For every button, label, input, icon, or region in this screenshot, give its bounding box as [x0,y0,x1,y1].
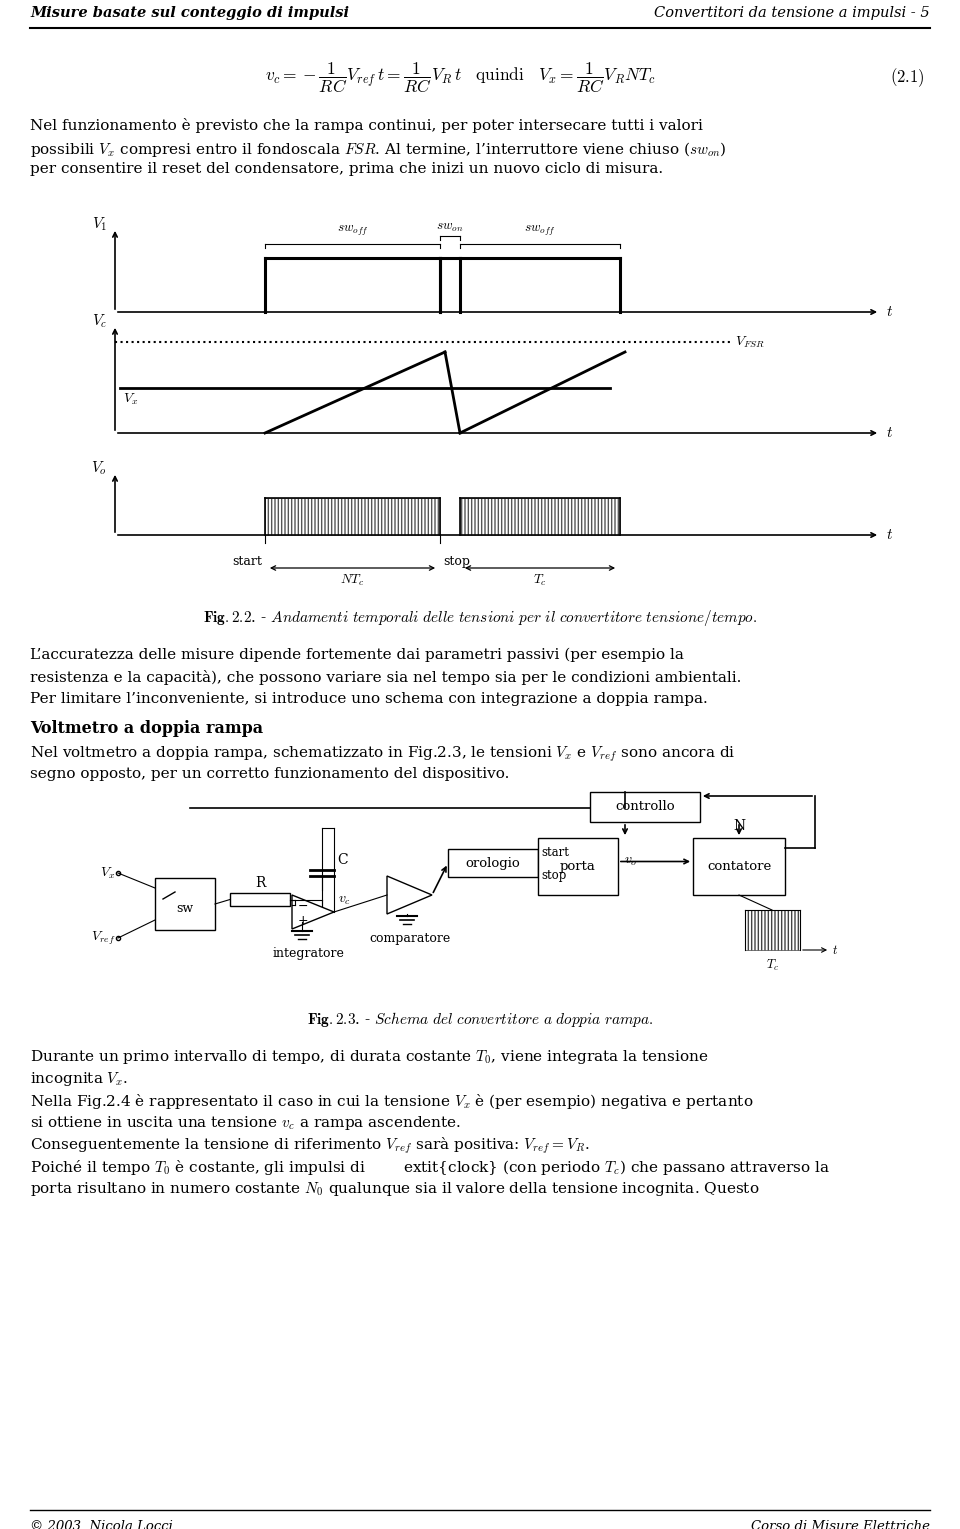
Text: Conseguentemente la tensione di riferimento $V_{ref}$ sarà positiva: $V_{ref} = : Conseguentemente la tensione di riferime… [30,1136,589,1156]
Text: $V_c$: $V_c$ [91,312,107,330]
Text: stop: stop [443,555,470,567]
Text: per consentire il reset del condensatore, prima che inizi un nuovo ciclo di misu: per consentire il reset del condensatore… [30,162,663,176]
Text: R: R [254,876,265,890]
Text: $NT_c$: $NT_c$ [341,573,365,589]
Bar [155,878,215,930]
Text: Poiché il tempo $T_0$ è costante, gli impulsi di 	extit{clock} (con periodo $T_c: Poiché il tempo $T_0$ è costante, gli im… [30,1157,829,1177]
Text: $V_o$: $V_o$ [91,459,107,477]
Text: Nel voltmetro a doppia rampa, schematizzato in Fig.2.3, le tensioni $V_x$ e $V_{: Nel voltmetro a doppia rampa, schematizz… [30,745,735,764]
Text: $sw_{off}$: $sw_{off}$ [524,223,556,239]
Text: $V_{ref}$: $V_{ref}$ [90,930,115,946]
Text: $(2.1)$: $(2.1)$ [890,67,925,89]
Bar [448,849,538,878]
Text: $+$: $+$ [297,914,308,928]
Text: orologio: orologio [466,856,520,870]
Text: $V_x$: $V_x$ [100,865,115,881]
Text: sw: sw [177,902,194,916]
Bar [230,893,290,907]
Text: segno opposto, per un corretto funzionamento del dispositivo.: segno opposto, per un corretto funzionam… [30,768,510,781]
Polygon shape [387,876,432,914]
Text: $T_c$: $T_c$ [766,959,780,972]
Text: controllo: controllo [615,801,675,813]
Text: Per limitare l’inconveniente, si introduce uno schema con integrazione a doppia : Per limitare l’inconveniente, si introdu… [30,693,708,706]
Text: porta: porta [560,859,596,873]
Text: C: C [337,853,348,867]
Text: $t$: $t$ [886,304,893,320]
Text: Voltmetro a doppia rampa: Voltmetro a doppia rampa [30,720,263,737]
Text: $V_x$: $V_x$ [123,391,138,407]
Text: $-$: $-$ [297,899,308,911]
Text: $\mathbf{Fig.2.3}$. - $\mathit{Schema\ del\ convertitore\ a\ doppia\ rampa.}$: $\mathbf{Fig.2.3}$. - $\mathit{Schema\ d… [307,1011,653,1029]
Bar [693,838,785,894]
Bar [590,792,700,823]
Text: Corso di Misure Elettriche: Corso di Misure Elettriche [751,1520,930,1529]
Text: Durante un primo intervallo di tempo, di durata costante $T_0$, viene integrata : Durante un primo intervallo di tempo, di… [30,1047,708,1066]
Text: Nella Fig.2.4 è rappresentato il caso in cui la tensione $V_x$ è (per esempio) n: Nella Fig.2.4 è rappresentato il caso in… [30,1092,754,1112]
Text: L’accuratezza delle misure dipende fortemente dai parametri passivi (per esempio: L’accuratezza delle misure dipende forte… [30,648,684,662]
Text: integratore: integratore [272,946,344,960]
Text: Nel funzionamento è previsto che la rampa continui, per poter intersecare tutti : Nel funzionamento è previsto che la ramp… [30,118,703,133]
Bar [538,838,618,894]
Text: $t$: $t$ [832,943,838,957]
Text: $v_c$: $v_c$ [338,893,351,907]
Text: © 2003, Nicola Locci: © 2003, Nicola Locci [30,1520,173,1529]
Text: $t$: $t$ [886,528,893,541]
Text: start: start [232,555,262,567]
Text: porta risultano in numero costante $N_0$ qualunque sia il valore della tensione : porta risultano in numero costante $N_0$… [30,1180,759,1199]
Text: comparatore: comparatore [369,933,450,945]
Text: $v_c = -\dfrac{1}{RC}V_{ref}\,t = \dfrac{1}{RC}V_R\,t \quad \mathrm{quindi} \qua: $v_c = -\dfrac{1}{RC}V_{ref}\,t = \dfrac… [265,61,656,95]
Polygon shape [292,894,334,930]
Text: Misure basate sul conteggio di impulsi: Misure basate sul conteggio di impulsi [30,6,349,20]
Text: $T_c$: $T_c$ [533,573,547,589]
Text: N: N [732,820,745,833]
Text: resistenza e la capacità), che possono variare sia nel tempo sia per le condizio: resistenza e la capacità), che possono v… [30,670,741,685]
Text: start: start [541,846,569,858]
Text: incognita $V_x$.: incognita $V_x$. [30,1070,129,1089]
Text: contatore: contatore [707,859,771,873]
Bar [265,498,440,535]
Text: $V_{FSR}$: $V_{FSR}$ [735,335,765,350]
Text: stop: stop [541,870,566,882]
Text: possibili $V_x$ compresi entro il fondoscala $FSR$. Al termine, l’interruttore v: possibili $V_x$ compresi entro il fondos… [30,141,727,159]
Bar [745,910,800,950]
Text: Convertitori da tensione a impulsi - 5: Convertitori da tensione a impulsi - 5 [655,6,930,20]
Text: $V_1$: $V_1$ [91,216,107,232]
Text: $\mathbf{Fig.2.2}$. - $\mathit{Andamenti\ temporali\ delle\ tensioni\ per\ il\ c: $\mathbf{Fig.2.2}$. - $\mathit{Andamenti… [203,609,757,628]
Text: $sw_{off}$: $sw_{off}$ [337,223,369,239]
Text: $t$: $t$ [886,427,893,440]
Bar [460,498,620,535]
Text: $v_o$: $v_o$ [624,855,637,868]
Text: $sw_{on}$: $sw_{on}$ [436,222,464,234]
Text: si ottiene in uscita una tensione $v_c$ a rampa ascendente.: si ottiene in uscita una tensione $v_c$ … [30,1115,461,1131]
